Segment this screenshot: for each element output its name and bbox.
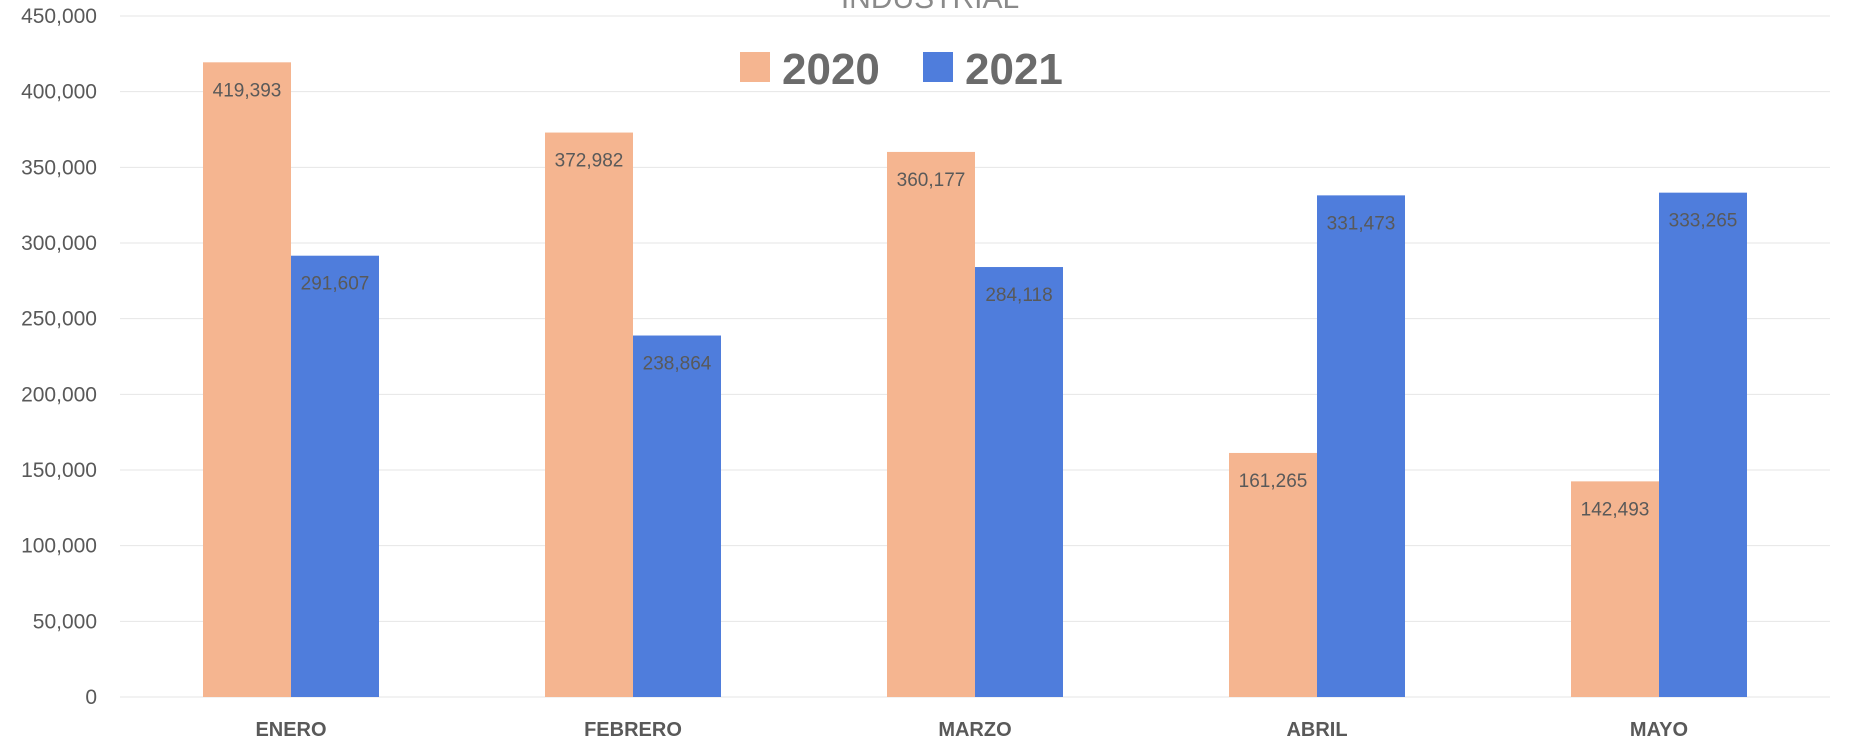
bar-2021-febrero <box>633 335 721 697</box>
bars <box>203 62 1747 698</box>
legend: 2020 2021 <box>740 45 1063 94</box>
data-label: 372,982 <box>555 151 624 172</box>
legend-label-2021: 2021 <box>965 45 1063 94</box>
data-label: 142,493 <box>1581 499 1650 520</box>
bar-2021-abril <box>1317 195 1405 698</box>
bar-2021-mayo <box>1659 192 1747 697</box>
data-label: 331,473 <box>1327 213 1396 234</box>
bar-2020-abril <box>1229 452 1317 697</box>
bar-2021-enero <box>291 255 379 697</box>
bar-2020-mayo <box>1571 481 1659 697</box>
bar-2020-febrero <box>545 132 633 698</box>
data-label: 291,607 <box>301 274 370 295</box>
x-tick-label: MAYO <box>1630 719 1688 741</box>
x-tick-label: ABRIL <box>1286 719 1347 741</box>
data-label: 238,864 <box>643 354 712 375</box>
data-label: 360,177 <box>897 170 966 191</box>
y-tick-label: 0 <box>85 686 97 709</box>
y-tick-label: 300,000 <box>21 232 97 255</box>
y-tick-label: 100,000 <box>21 535 97 558</box>
bar-2021-marzo <box>975 267 1063 697</box>
x-tick-label: MARZO <box>938 719 1011 741</box>
x-axis: ENERO FEBRERO MARZO ABRIL MAYO <box>255 719 1688 741</box>
x-tick-label: FEBRERO <box>584 719 682 741</box>
bar-2020-marzo <box>887 151 975 698</box>
legend-label-2020: 2020 <box>782 45 880 94</box>
y-tick-label: 250,000 <box>21 308 97 331</box>
x-tick-label: ENERO <box>255 719 326 741</box>
legend-swatch-2021 <box>923 52 953 82</box>
chart-title: INDUSTRIAL <box>841 0 1019 15</box>
legend-swatch-2020 <box>740 52 770 82</box>
data-labels: 419,393 291,607 372,982 238,864 360,177 284,1… <box>213 80 1738 520</box>
data-label: 419,393 <box>213 80 282 101</box>
y-tick-label: 450,000 <box>21 5 97 28</box>
y-tick-label: 150,000 <box>21 459 97 482</box>
y-axis: 0 50,000 100,000 150,000 200,000 250,000 300,0… <box>21 5 97 709</box>
y-tick-label: 350,000 <box>21 156 97 179</box>
data-label: 333,265 <box>1669 211 1738 232</box>
bar-2020-enero <box>203 62 291 697</box>
data-label: 284,118 <box>985 285 1052 306</box>
y-tick-label: 400,000 <box>21 81 97 104</box>
y-tick-label: 50,000 <box>33 610 97 633</box>
data-label: 161,265 <box>1239 471 1308 492</box>
y-tick-label: 200,000 <box>21 383 97 406</box>
